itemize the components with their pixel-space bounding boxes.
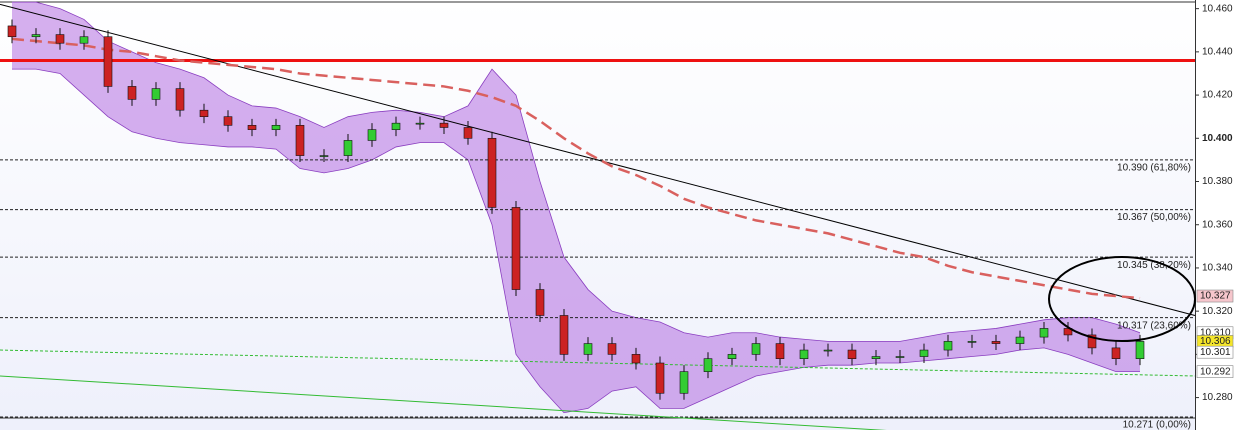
candle-body xyxy=(247,125,257,130)
candle-body xyxy=(1111,347,1121,359)
price-tag xyxy=(1196,345,1234,359)
candle-body xyxy=(439,122,449,128)
fib-label: 10.271 (0,00%) xyxy=(1123,420,1191,430)
trendline xyxy=(0,3,1196,316)
fib-label: 10.317 (23,60%) xyxy=(1117,320,1191,331)
candle-body xyxy=(463,127,473,139)
candle-body xyxy=(271,125,281,130)
price-tag-label: 10.301 xyxy=(1200,347,1231,358)
fib-label: 10.367 (50,00%) xyxy=(1117,212,1191,223)
candle-body xyxy=(391,122,401,130)
trendline xyxy=(0,349,1196,377)
candle-body xyxy=(535,289,545,316)
candle-body xyxy=(967,341,977,343)
trendline xyxy=(0,375,887,430)
price-tag-label: 10.306 xyxy=(1200,336,1231,347)
candle-body xyxy=(895,356,905,358)
candle-body xyxy=(631,354,641,364)
band-lower xyxy=(12,68,1140,414)
y-tick-label: 10.440 xyxy=(1202,46,1233,57)
band-area xyxy=(12,2,1140,413)
candle-body xyxy=(583,343,593,355)
candle-body xyxy=(199,109,209,117)
candle-body xyxy=(415,122,425,125)
candle-body xyxy=(847,349,857,359)
candle-body xyxy=(823,349,833,352)
candle-body xyxy=(487,137,497,208)
candle-body xyxy=(991,341,1001,344)
candle-body xyxy=(151,88,161,100)
y-tick-label: 10.340 xyxy=(1202,263,1233,274)
band-upper xyxy=(12,1,1141,342)
candle-body xyxy=(511,207,521,290)
candle-body xyxy=(679,371,689,394)
candle-body xyxy=(607,343,617,355)
price-tag-label: 10.310 xyxy=(1200,327,1231,338)
candle-body xyxy=(295,125,305,156)
price-tag xyxy=(1196,365,1234,378)
candle-body xyxy=(79,36,89,44)
candle-body xyxy=(175,88,185,111)
price-tag xyxy=(1196,289,1234,303)
y-tick-label: 10.460 xyxy=(1202,3,1233,14)
candle-body xyxy=(1135,341,1145,359)
candle-body xyxy=(367,129,377,141)
candle-body xyxy=(7,25,17,38)
candle-body xyxy=(1039,328,1049,338)
candle-body xyxy=(751,343,761,355)
candle-body xyxy=(319,155,329,157)
candle-body xyxy=(343,140,353,156)
price-tag-label: 10.327 xyxy=(1200,291,1231,302)
candle-body xyxy=(223,116,233,126)
candle-body xyxy=(559,315,569,355)
candle-body xyxy=(655,362,665,394)
y-tick-label: 10.320 xyxy=(1202,306,1233,317)
candle-body xyxy=(943,341,953,351)
y-tick-label: 10.280 xyxy=(1202,392,1233,403)
candle-body xyxy=(919,349,929,357)
candle-body xyxy=(1015,336,1025,344)
candle-body xyxy=(727,354,737,359)
candle-body xyxy=(775,343,785,359)
candle-body xyxy=(127,86,137,100)
y-tick-label: 10.360 xyxy=(1202,219,1233,230)
y-tick-label: 10.420 xyxy=(1202,90,1233,101)
y-tick-label: 10.400 xyxy=(1202,133,1233,144)
fib-label: 10.345 (38,20%) xyxy=(1117,260,1191,271)
y-tick-label: 10.380 xyxy=(1202,176,1233,187)
candle-body xyxy=(1087,334,1097,349)
fib-label: 10.390 (61,80%) xyxy=(1117,163,1191,174)
candle-body xyxy=(31,34,41,38)
candle-body xyxy=(799,349,809,359)
moving-average xyxy=(11,37,1141,300)
candle-body xyxy=(55,34,65,44)
candle-body xyxy=(103,36,113,87)
highlight-ellipse xyxy=(1048,256,1196,342)
price-tag-label: 10.292 xyxy=(1200,366,1231,377)
candle-body xyxy=(703,358,713,372)
candle-body xyxy=(871,356,881,359)
